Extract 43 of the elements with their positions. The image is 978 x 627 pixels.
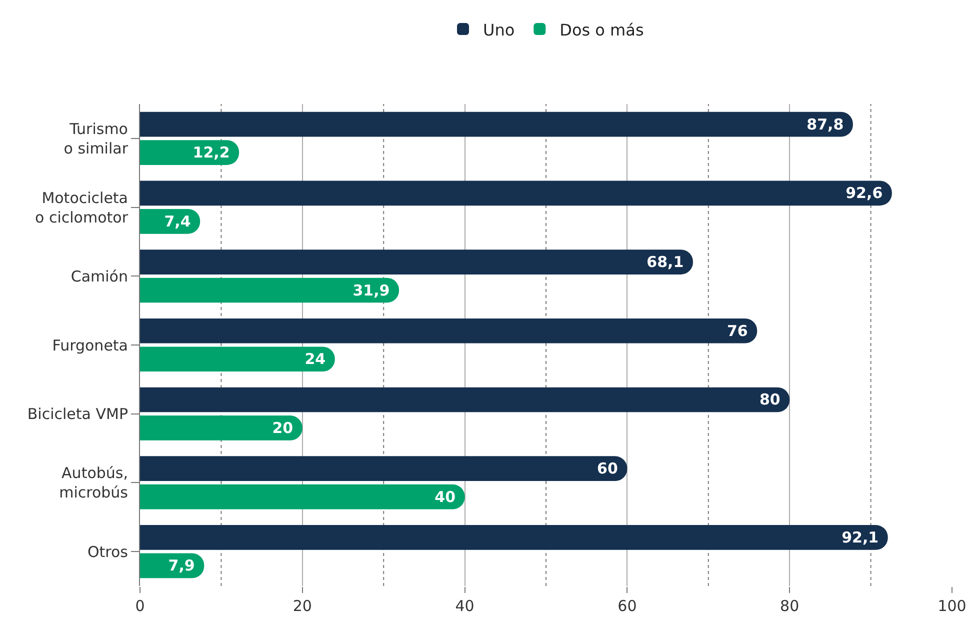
bar <box>140 318 758 344</box>
y-tick-label: Turismo o similar <box>64 120 129 158</box>
x-tick-label: 60 <box>618 597 637 615</box>
x-tick-label: 100 <box>938 597 966 615</box>
x-tick-label: 80 <box>780 597 800 615</box>
bar <box>140 553 204 578</box>
bar <box>140 140 240 165</box>
data-label: 87,8 <box>806 115 844 134</box>
y-tick-label: Autobús, microbús <box>59 464 128 502</box>
legend-label: Dos o más <box>560 20 644 40</box>
data-label: 68,1 <box>646 253 684 272</box>
data-label: 7,4 <box>164 212 191 230</box>
y-tick-label: Motocicleta o ciclomotor <box>35 188 129 226</box>
y-tick-label: Bicicleta VMP <box>27 405 128 424</box>
bar <box>140 525 888 550</box>
y-tick-label: Camión <box>70 267 128 286</box>
data-label: 92,6 <box>846 184 883 202</box>
bar <box>140 456 628 482</box>
data-label: 12,2 <box>192 144 230 162</box>
bar <box>140 180 892 206</box>
bar <box>140 346 335 372</box>
data-label: 92,1 <box>842 528 879 546</box>
y-tick-label: Furgoneta <box>52 336 128 354</box>
bar <box>140 387 790 412</box>
x-tick-label: 40 <box>455 597 474 615</box>
data-label: 76 <box>726 322 748 340</box>
data-label: 60 <box>597 460 618 478</box>
data-label: 7,9 <box>168 556 195 575</box>
legend-label: Uno <box>483 20 515 40</box>
bar <box>140 416 302 440</box>
bar <box>140 112 853 137</box>
data-label: 80 <box>759 390 780 409</box>
data-label: 31,9 <box>352 281 390 300</box>
bar <box>140 208 200 234</box>
bar <box>140 250 693 274</box>
x-tick-label: 20 <box>292 597 312 615</box>
bar <box>140 278 400 303</box>
x-tick-label: 0 <box>135 597 145 615</box>
data-label: 40 <box>434 488 456 506</box>
y-tick-label: Otros <box>87 542 128 561</box>
bar <box>140 484 465 510</box>
data-label: 24 <box>304 350 326 368</box>
data-label: 20 <box>272 418 294 437</box>
